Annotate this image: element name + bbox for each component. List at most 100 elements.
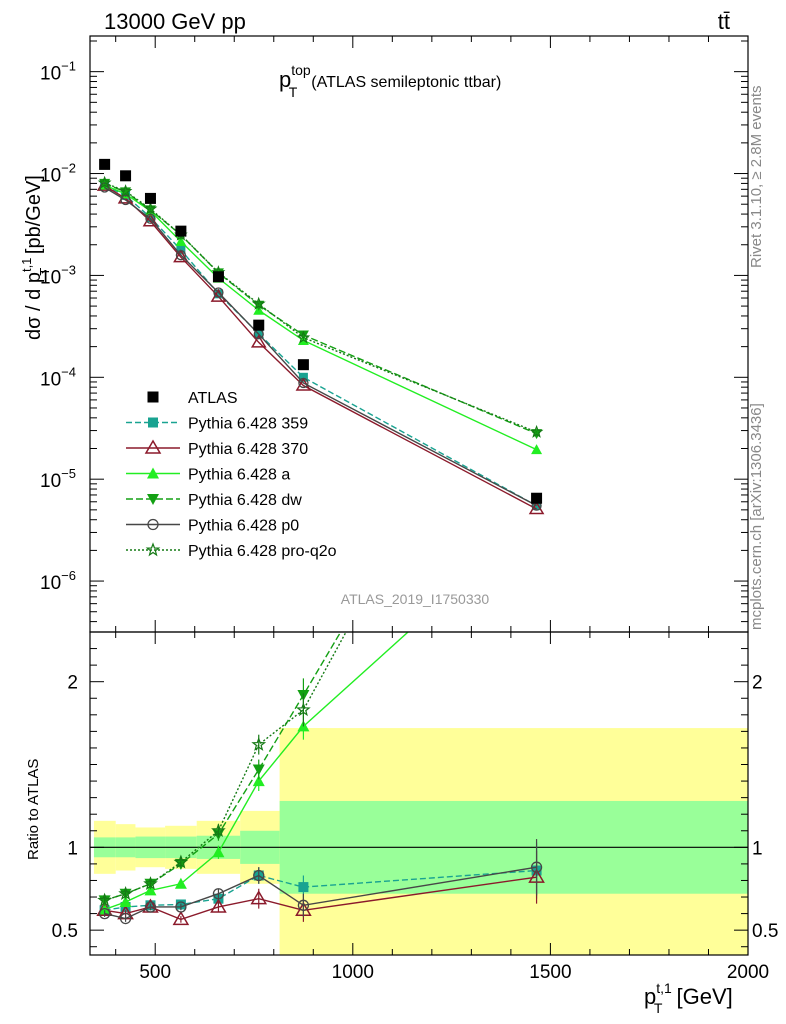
y-axis-label-top: dσ / d pt,1 T [pb/GeV] — [19, 175, 52, 340]
ratio-point — [253, 869, 265, 882]
ratio-point — [174, 877, 187, 889]
ratio-point — [211, 823, 226, 837]
ratio-point — [531, 296, 543, 307]
y-tick-label-bottom-left: 0.5 — [52, 921, 78, 942]
mcplots-label: mcplots.cern.ch [arXiv:1306.3436] — [748, 403, 765, 630]
legend-label: Pythia 6.428 359 — [188, 416, 308, 433]
y-tick-label-bottom-right: 0.5 — [752, 921, 778, 942]
series-point — [120, 194, 131, 206]
ratio-panel — [89, 296, 749, 956]
series-point — [142, 213, 159, 227]
series-point — [251, 296, 266, 310]
legend-marker — [144, 439, 162, 454]
legend-label: ATLAS — [188, 390, 238, 407]
legend-label: Pythia 6.428 a — [188, 467, 290, 484]
analysis-watermark: ATLAS_2019_I1750330 — [341, 591, 490, 607]
data-point — [120, 170, 132, 182]
ratio-point — [173, 854, 189, 869]
title-rest: (ATLAS semileptonic ttbar) — [311, 74, 501, 91]
ratio-point — [119, 912, 132, 925]
ratio-point — [97, 892, 112, 907]
legend-entry: Pythia 6.428 dw — [126, 492, 302, 509]
series-point — [118, 184, 133, 198]
bottom-plot-area — [90, 296, 748, 955]
legend-marker — [147, 467, 159, 479]
legend-marker — [147, 494, 159, 505]
ratio-point — [143, 876, 158, 890]
series-point — [298, 377, 309, 389]
legend-entry: Pythia 6.428 p0 — [126, 518, 299, 535]
energy-label: 13000 GeV pp — [104, 9, 246, 34]
series-point — [213, 289, 223, 299]
top-plot-area — [96, 158, 545, 515]
ratio-point — [250, 890, 268, 905]
series-point — [173, 249, 189, 263]
ratio-line — [104, 632, 410, 911]
ratio-point — [252, 775, 265, 787]
series-point — [97, 175, 112, 189]
legend-marker — [147, 518, 159, 531]
series-point — [531, 444, 543, 455]
series-pythia-6-428-dw — [99, 178, 543, 440]
series-line — [104, 186, 537, 507]
series-point — [175, 250, 187, 261]
series-point — [297, 330, 309, 341]
data-point — [212, 271, 224, 283]
ratio-point — [298, 882, 309, 893]
top-panel — [89, 35, 749, 633]
ratio-point — [210, 898, 227, 913]
y-tick-label-top: 10−3 — [40, 262, 76, 288]
ratio-point — [144, 901, 157, 913]
y-tick-label-top: 10−5 — [40, 466, 76, 492]
legend-entry: Pythia 6.428 370 — [126, 439, 308, 458]
series-point — [143, 201, 158, 215]
title-sub: T — [289, 84, 298, 100]
ratio-line — [104, 632, 347, 902]
ratio-series-pythia-6-428-pro-q2o — [97, 632, 347, 907]
ratio-point — [172, 910, 190, 926]
series-point — [529, 424, 544, 438]
x-tick-label: 1500 — [529, 962, 571, 983]
series-point — [144, 205, 156, 216]
ratio-point — [252, 764, 265, 776]
series-line — [104, 185, 537, 510]
legend-marker — [148, 417, 158, 428]
legend-label: Pythia 6.428 370 — [188, 441, 308, 458]
y-tick-label-top: 10−4 — [40, 364, 76, 390]
x-tick-label: 1000 — [332, 962, 374, 983]
series-point — [298, 372, 308, 382]
series-line — [104, 185, 537, 507]
series-pythia-6-428-p0 — [99, 182, 542, 511]
series-point — [175, 236, 187, 247]
legend-marker-data — [147, 391, 159, 403]
ratio-point — [531, 510, 543, 521]
bottom-frame — [89, 631, 749, 956]
ratio-line — [104, 869, 537, 911]
data-point — [144, 192, 156, 204]
legend-marker — [145, 542, 161, 557]
ratio-point — [530, 861, 543, 873]
series-point — [213, 287, 224, 298]
y-axis-label-bottom: Ratio to ATLAS — [25, 759, 42, 860]
ratio-point — [212, 888, 225, 900]
legend-label: Pythia 6.428 pro-q2o — [188, 543, 337, 560]
legend: ATLAS Pythia 6.428 359 Pythia 6.428 370 Pyt… — [126, 390, 337, 560]
legend-entry: ATLAS — [147, 390, 238, 407]
series-point — [296, 330, 311, 344]
y-tick-label-top: 10−1 — [40, 59, 76, 85]
y-tick-label-bottom-left: 2 — [67, 673, 78, 694]
ratio-point — [144, 884, 157, 896]
y-tick-label-top: 10−2 — [40, 161, 76, 187]
title-sup: top — [291, 62, 311, 78]
ratio-point — [296, 702, 311, 717]
series-pythia-6-428-359 — [100, 181, 542, 511]
data-point — [297, 359, 309, 371]
title-p: p — [279, 67, 291, 92]
ratio-point — [175, 901, 187, 913]
data-point — [99, 158, 111, 170]
rivet-label: Rivet 3.1.10, ≥ 2.8M events — [748, 86, 765, 269]
ratio-point — [251, 736, 267, 751]
series-point — [145, 213, 155, 223]
series-pythia-6-428-a — [99, 179, 543, 455]
